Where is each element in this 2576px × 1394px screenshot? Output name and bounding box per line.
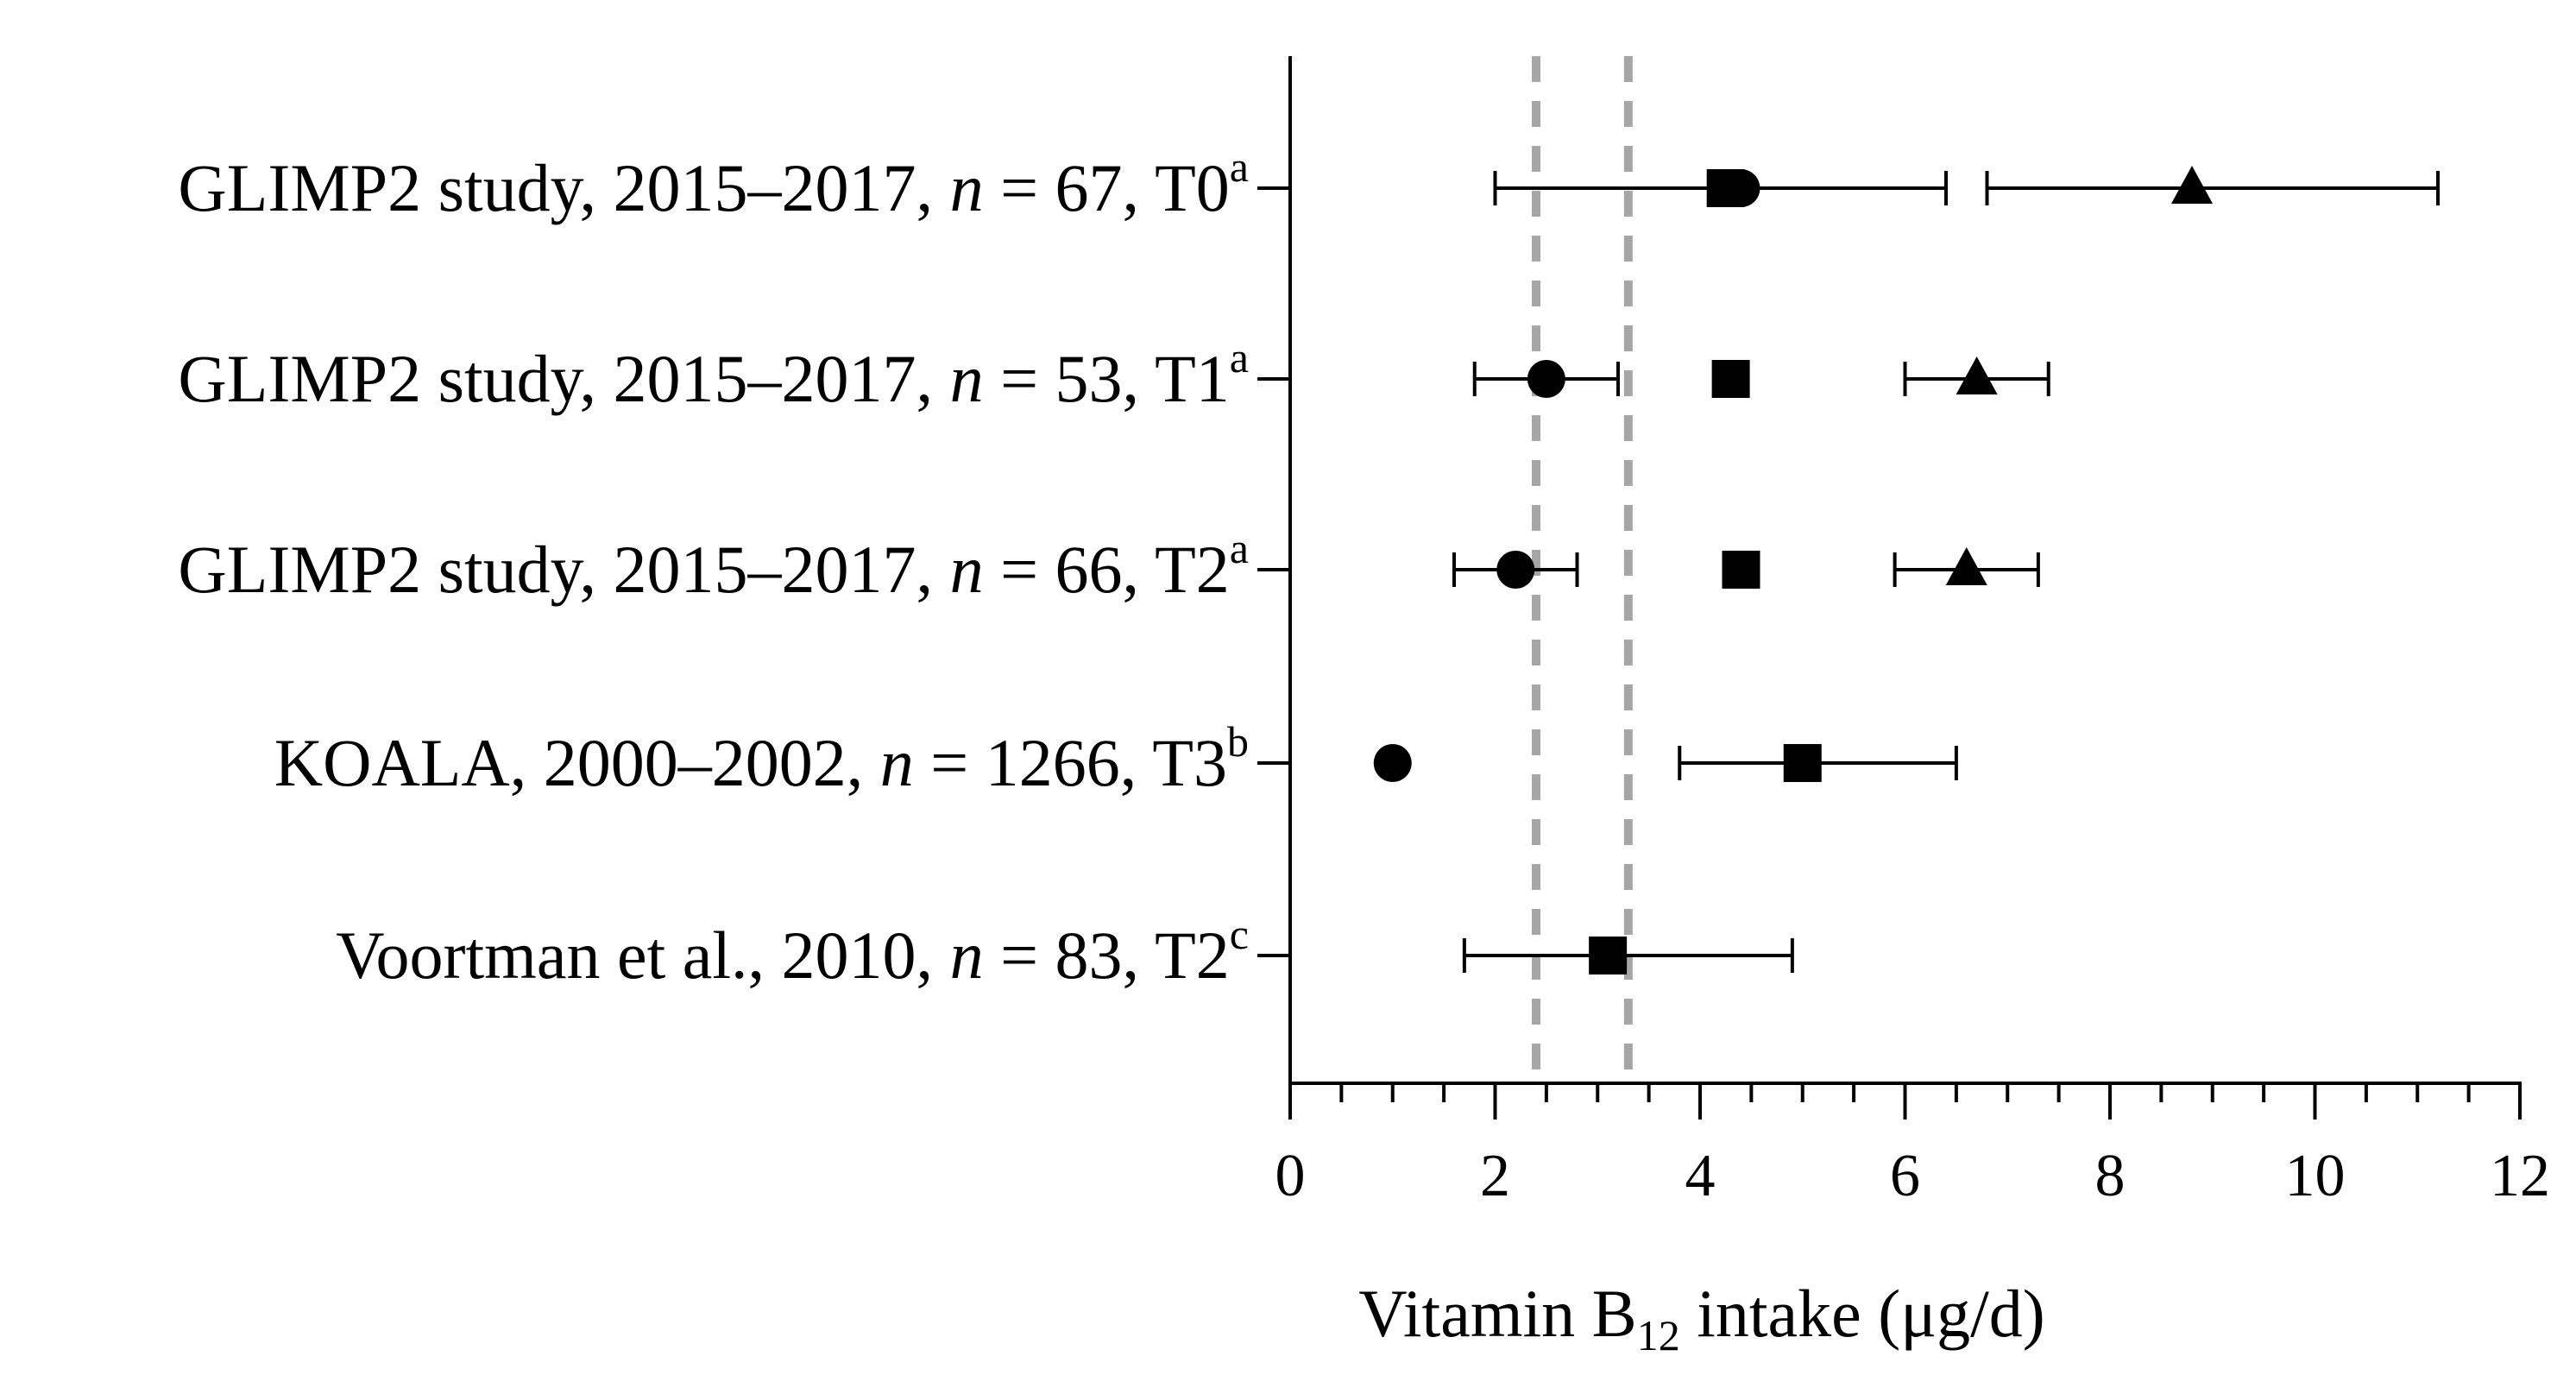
circle-marker-row-1	[1527, 360, 1565, 398]
square-marker-row-1	[1711, 360, 1750, 398]
row-label-2: GLIMP2 study, 2015–2017, n = 66, T2a	[178, 524, 1249, 607]
x-tick-label-3: 6	[1890, 1143, 1920, 1209]
square-marker-row-2	[1722, 551, 1760, 589]
x-tick-label-6: 12	[2490, 1143, 2550, 1209]
triangle-marker-row-1	[1956, 356, 1998, 394]
x-tick-label-1: 2	[1480, 1143, 1510, 1209]
square-marker-row-0	[1706, 169, 1745, 207]
x-tick-label-0: 0	[1275, 1143, 1306, 1209]
triangle-marker-row-2	[1945, 547, 1987, 585]
row-label-0: GLIMP2 study, 2015–2017, n = 67, T0a	[178, 142, 1249, 225]
row-labels: GLIMP2 study, 2015–2017, n = 67, T0a GLIM…	[178, 142, 1249, 993]
square-marker-row-3	[1783, 744, 1822, 782]
circle-marker-row-2	[1496, 551, 1535, 589]
row-label-4: Voortman et al., 2010, n = 83, T2c	[336, 910, 1249, 993]
triangle-marker-row-0	[2171, 166, 2213, 204]
data-marks	[1373, 166, 2440, 975]
square-marker-row-4	[1589, 937, 1628, 975]
axes: 0 2 4 6 8 10 12	[1257, 56, 2550, 1209]
x-axis-title: Vitamin B12 intake (μg/d)	[1358, 1276, 2045, 1359]
x-tick-label-2: 4	[1685, 1143, 1716, 1209]
x-tick-label-5: 10	[2285, 1143, 2346, 1209]
circle-marker-row-3	[1373, 744, 1412, 782]
x-tick-label-4: 8	[2095, 1143, 2126, 1209]
row-label-3: KOALA, 2000–2002, n = 1266, T3b	[274, 717, 1249, 800]
row-label-1: GLIMP2 study, 2015–2017, n = 53, T1a	[178, 333, 1249, 416]
